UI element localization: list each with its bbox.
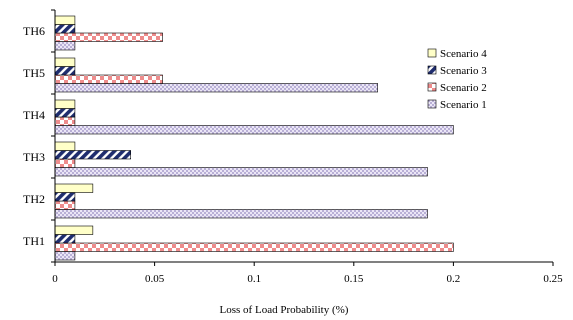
bar-th4-scenario-4 bbox=[54, 99, 76, 109]
bar-th3-scenario-2 bbox=[54, 158, 76, 168]
bar-th3-scenario-4 bbox=[54, 141, 76, 151]
bar-th4-scenario-3 bbox=[54, 108, 76, 118]
y-axis-categories: TH1 TH2 TH3 TH4 TH5 TH6 bbox=[23, 9, 55, 263]
bar-th1-scenario-3 bbox=[54, 234, 76, 244]
bar-th5-scenario-3 bbox=[54, 66, 76, 76]
y-category-label: TH4 bbox=[23, 108, 45, 122]
y-category-label: TH3 bbox=[23, 150, 45, 164]
x-tick-label: 0.2 bbox=[447, 273, 461, 285]
y-category-label: TH6 bbox=[23, 24, 45, 38]
bar-th6-scenario-3 bbox=[54, 24, 76, 34]
x-axis-ticks: 0 0.05 0.1 0.15 0.2 0.25 bbox=[52, 262, 563, 285]
bar-th5-scenario-2 bbox=[54, 74, 163, 84]
bar-th4-scenario-2 bbox=[54, 116, 76, 126]
bar-th2-scenario-2 bbox=[54, 200, 76, 210]
x-tick-label: 0.25 bbox=[543, 273, 563, 285]
bar-th1-scenario-4 bbox=[54, 225, 94, 235]
legend-label-scenario-1: Scenario 1 bbox=[440, 99, 487, 111]
x-tick-label: 0.05 bbox=[145, 273, 165, 285]
bar-th1-scenario-1 bbox=[54, 251, 76, 261]
y-category-label: TH1 bbox=[23, 234, 45, 248]
bar-th3-scenario-1 bbox=[54, 167, 428, 177]
x-tick-label: 0.15 bbox=[344, 273, 364, 285]
bar-th2-scenario-3 bbox=[54, 192, 76, 202]
legend-swatch-scenario-3 bbox=[427, 65, 437, 75]
bar-th2-scenario-4 bbox=[54, 183, 94, 193]
bar-th2-scenario-1 bbox=[54, 209, 428, 219]
y-category-label: TH5 bbox=[23, 66, 45, 80]
legend-swatch-scenario-2 bbox=[427, 82, 437, 92]
bar-th5-scenario-1 bbox=[54, 83, 379, 93]
y-category-label: TH2 bbox=[23, 192, 45, 206]
x-tick-label: 0.1 bbox=[247, 273, 261, 285]
legend-label-scenario-3: Scenario 3 bbox=[440, 65, 487, 77]
bar-th6-scenario-1 bbox=[54, 41, 76, 51]
legend-label-scenario-4: Scenario 4 bbox=[440, 48, 487, 60]
legend-swatch-scenario-1 bbox=[427, 99, 437, 109]
bar-th6-scenario-2 bbox=[54, 32, 163, 42]
legend-label-scenario-2: Scenario 2 bbox=[440, 82, 487, 94]
bar-th5-scenario-4 bbox=[54, 57, 76, 67]
legend: Scenario 4 Scenario 3 Scenario 2 Scenario 1 bbox=[427, 48, 487, 111]
legend-swatch-scenario-4 bbox=[427, 48, 437, 58]
bars-layer bbox=[54, 15, 454, 261]
bar-th6-scenario-4 bbox=[54, 15, 76, 25]
bar-th4-scenario-1 bbox=[54, 125, 454, 135]
bar-th3-scenario-3 bbox=[54, 150, 131, 160]
x-tick-label: 0 bbox=[52, 273, 58, 285]
x-axis-title: Loss of Load Probability (%) bbox=[220, 304, 349, 316]
bar-th1-scenario-2 bbox=[54, 242, 454, 252]
